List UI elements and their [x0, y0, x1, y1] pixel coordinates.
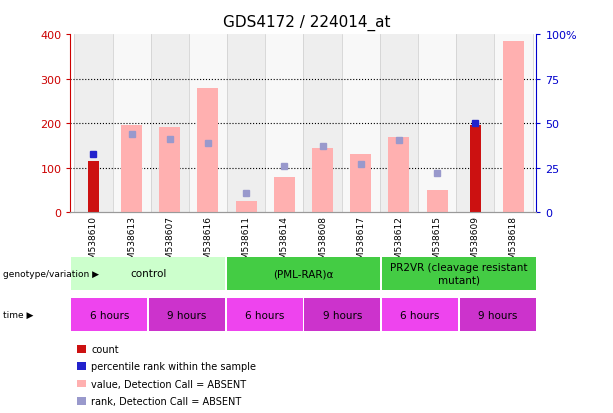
Bar — [274, 178, 295, 213]
FancyBboxPatch shape — [227, 299, 303, 331]
Text: count: count — [91, 344, 119, 354]
Text: percentile rank within the sample: percentile rank within the sample — [91, 361, 256, 371]
Bar — [303, 35, 341, 213]
Bar — [350, 155, 371, 213]
FancyBboxPatch shape — [382, 299, 458, 331]
Bar — [151, 35, 189, 213]
Bar — [121, 126, 142, 213]
Text: 6 hours: 6 hours — [245, 310, 284, 320]
Text: value, Detection Call = ABSENT: value, Detection Call = ABSENT — [91, 379, 246, 389]
FancyBboxPatch shape — [460, 299, 536, 331]
Bar — [341, 35, 380, 213]
Bar — [312, 148, 333, 213]
FancyBboxPatch shape — [227, 257, 380, 290]
Bar — [235, 202, 257, 213]
Bar — [265, 35, 303, 213]
Text: PR2VR (cleavage resistant
mutant): PR2VR (cleavage resistant mutant) — [390, 263, 527, 285]
FancyBboxPatch shape — [71, 257, 225, 290]
FancyBboxPatch shape — [149, 299, 225, 331]
Bar — [418, 35, 456, 213]
Text: 9 hours: 9 hours — [167, 310, 207, 320]
Text: GDS4172 / 224014_at: GDS4172 / 224014_at — [223, 14, 390, 31]
Bar — [470, 126, 481, 213]
FancyBboxPatch shape — [304, 299, 380, 331]
Text: rank, Detection Call = ABSENT: rank, Detection Call = ABSENT — [91, 396, 242, 406]
Bar — [503, 42, 524, 213]
Bar — [380, 35, 418, 213]
Text: (PML-RAR)α: (PML-RAR)α — [273, 268, 333, 279]
Bar — [427, 190, 447, 213]
Bar — [189, 35, 227, 213]
FancyBboxPatch shape — [382, 257, 536, 290]
Bar — [88, 161, 99, 213]
Text: 9 hours: 9 hours — [322, 310, 362, 320]
Text: 6 hours: 6 hours — [89, 310, 129, 320]
Bar — [113, 35, 151, 213]
Bar — [389, 137, 409, 213]
Text: control: control — [130, 268, 166, 279]
FancyBboxPatch shape — [71, 299, 147, 331]
Bar — [494, 35, 533, 213]
Text: genotype/variation ▶: genotype/variation ▶ — [3, 269, 99, 278]
Bar — [74, 35, 113, 213]
Bar — [227, 35, 265, 213]
Text: 9 hours: 9 hours — [478, 310, 517, 320]
Bar — [159, 128, 180, 213]
Text: 6 hours: 6 hours — [400, 310, 440, 320]
Bar — [197, 88, 218, 213]
Bar — [456, 35, 494, 213]
Text: time ▶: time ▶ — [3, 311, 34, 319]
